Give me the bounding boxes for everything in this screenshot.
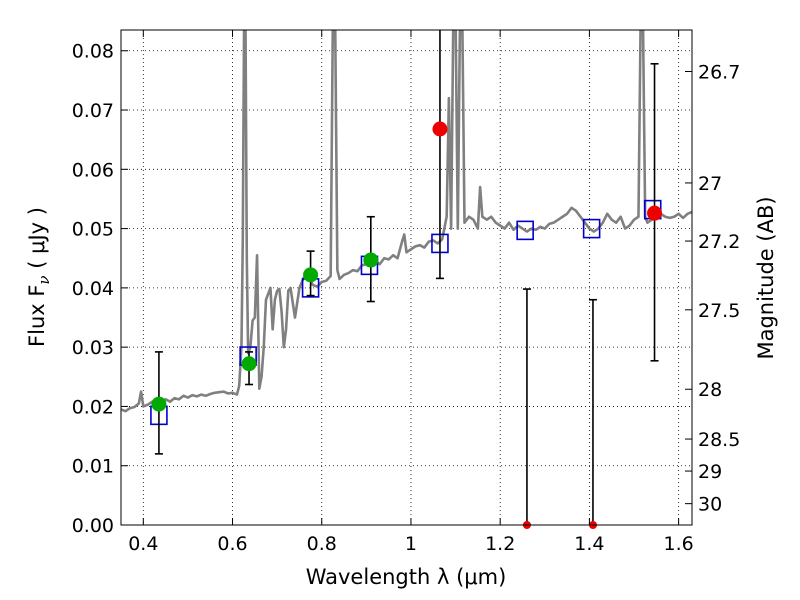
y-tick-label: 0.07: [72, 100, 114, 122]
y-tick-label: 0.05: [72, 219, 114, 241]
model-photometry-square: [516, 220, 534, 241]
observed-photometry-layer: [151, 121, 663, 529]
observed-detection-point: [363, 252, 379, 268]
observed-detection-point: [303, 267, 319, 283]
model-spectrum-line: [121, 30, 692, 413]
y2-tick-label: 28.5: [698, 429, 740, 451]
y-tick-label: 0.03: [72, 337, 114, 359]
y-tick-label: 0.04: [72, 278, 114, 300]
y-tick-label: 0.06: [72, 159, 114, 181]
observed-upper-limit-point: [647, 205, 663, 221]
y-axis-label-text: Flux F: [25, 285, 49, 347]
y-tick-label: 0.02: [72, 396, 114, 418]
y-axis-label-subscript: ν: [35, 275, 53, 284]
observed-detection-point: [151, 396, 167, 412]
y2-axis-label: Magnitude (AB): [754, 196, 778, 359]
y-axis-label-unit: ( μJy ): [25, 207, 49, 275]
x-tick-label: 0.6: [217, 533, 247, 555]
x-tick-label: 0.4: [128, 533, 158, 555]
observed-upper-limit-point: [432, 121, 448, 137]
y-tick-label: 0.01: [72, 456, 114, 478]
model-photometry-square: [582, 218, 601, 239]
y2-tick-label: 27.2: [698, 231, 740, 253]
x-tick-label: 0.8: [307, 533, 337, 555]
observed-detection-point: [241, 356, 257, 372]
y-tick-label: 0.08: [72, 41, 114, 63]
model-spectrum-layer: [121, 30, 692, 413]
y2-tick-label: 26.7: [698, 61, 740, 83]
y2-tick-label: 30: [698, 494, 722, 516]
x-tick-label: 1.2: [485, 533, 515, 555]
grid-lines: [121, 30, 692, 525]
y2-tick-label: 29: [698, 461, 722, 483]
x-tick-label: 1.6: [664, 533, 694, 555]
y2-tick-label: 27.5: [698, 300, 740, 322]
ticks-layer: 0.4 0.6 0.8 1 1.2 1.4 1.6 0.00 0.01 0.02 0.03 0.04 0…: [72, 30, 740, 555]
y2-tick-label: 27: [698, 173, 722, 195]
y-tick-label: 0.00: [72, 515, 114, 537]
plot-frame: [120, 29, 693, 526]
x-tick-label: 1: [405, 533, 417, 555]
x-axis-label: Wavelength λ (μm): [306, 565, 507, 589]
y-axis-label: Flux Fν ( μJy ): [25, 207, 53, 347]
x-tick-label: 1.4: [574, 533, 604, 555]
y2-tick-label: 28: [698, 379, 722, 401]
